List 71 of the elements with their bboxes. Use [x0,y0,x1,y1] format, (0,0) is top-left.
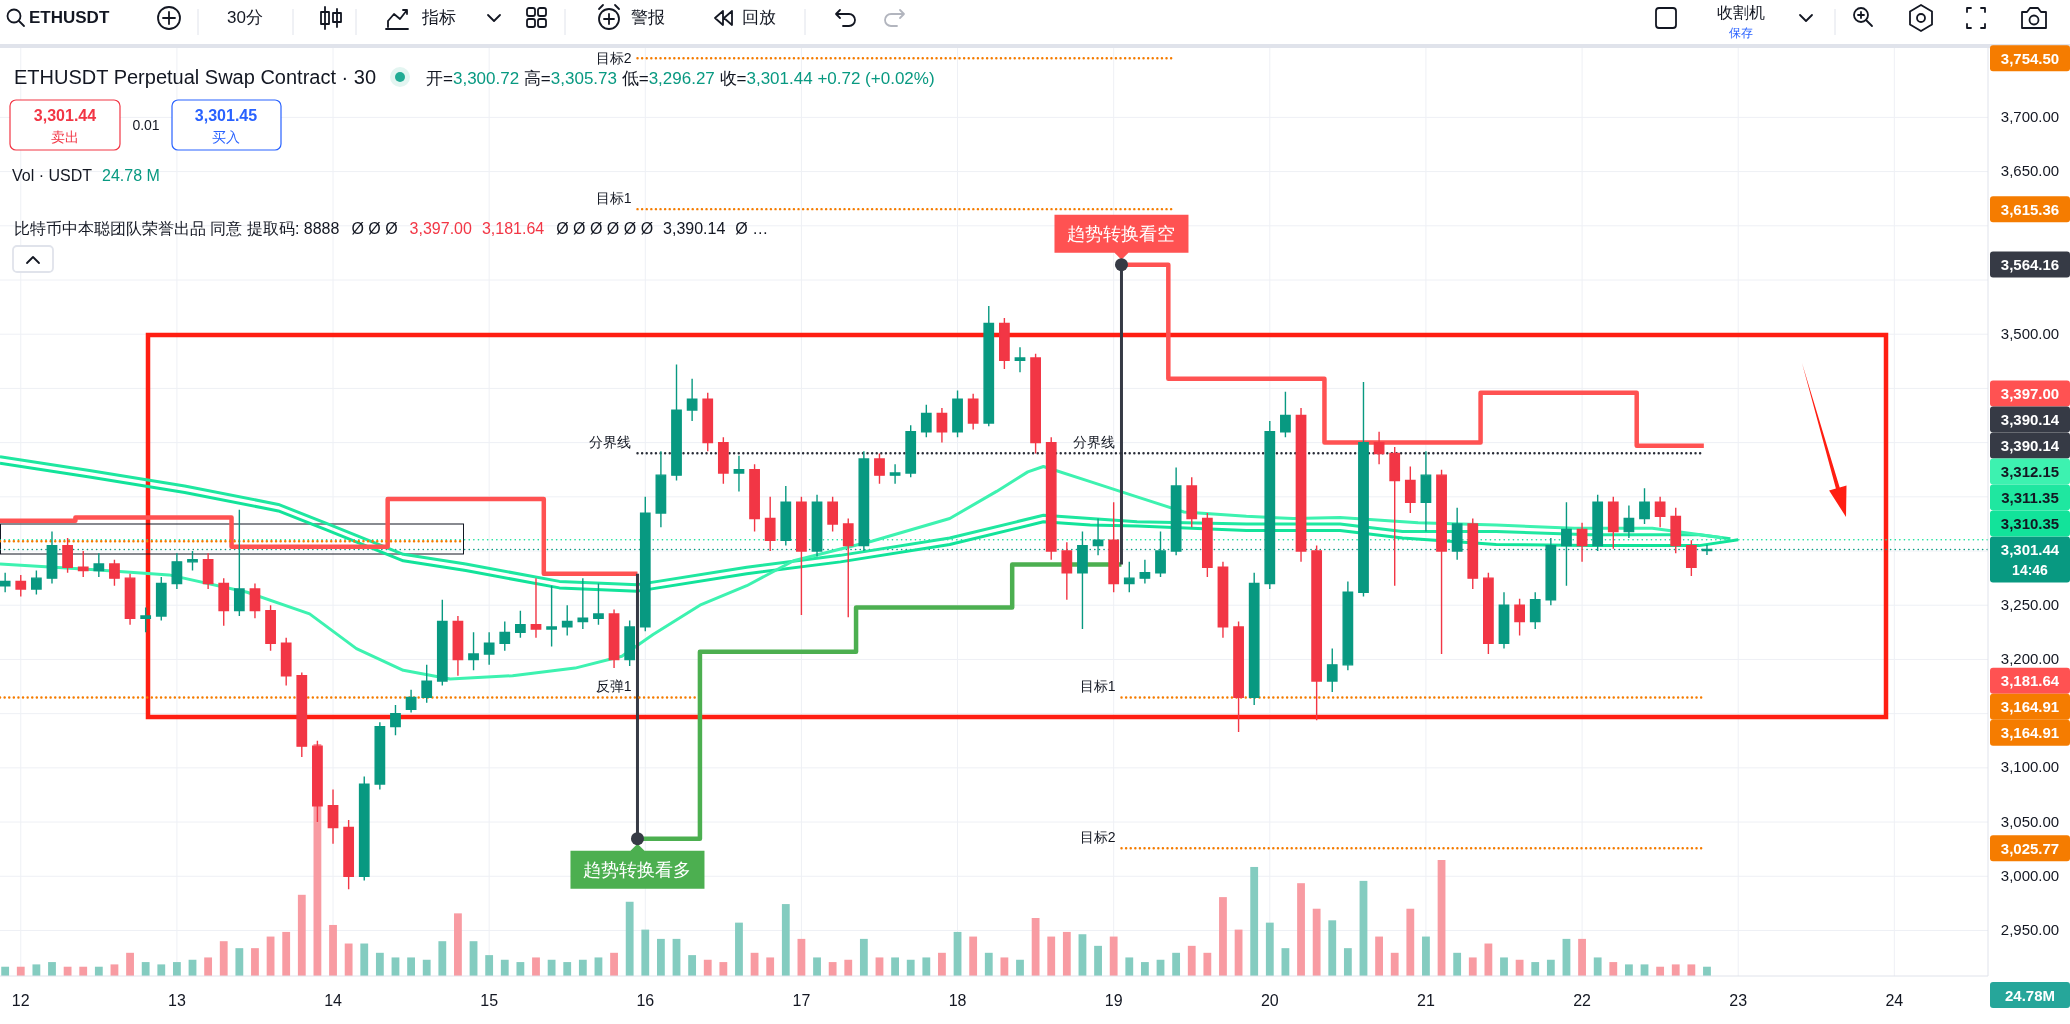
annotation: 3,397.00 [409,220,472,237]
annotation: 3,181.64 [481,220,545,237]
annotation: 卖出 [51,129,79,145]
annotation: 买入 [212,129,240,145]
annotation: 趋势转换看多 [583,859,692,880]
text: 开=3,300.72 高=3,305.73 低=3,296.27 收=3,301.44 +0.72 (+0.02%) [426,69,935,88]
text: 指标 [422,8,456,27]
price-tag: 3,564.16 [1990,251,2070,278]
annotation: 趋势转换看空 [1067,223,1176,244]
price-tag: 3,301.44 14:46 [1990,536,2070,583]
y-tick-label: 3,700.00 [2000,107,2060,125]
x-tick-label: 21 [1417,992,1435,1009]
price-tag: 3,164.91 [1990,719,2070,746]
price-tag: 3,312.15 [1990,458,2070,485]
x-tick-label: 22 [1573,992,1592,1009]
y-tick-label: 3,100.00 [2000,758,2060,776]
price-tag: 3,615.36 [1990,196,2070,223]
text: 30分 [227,8,263,27]
price-tag: 3,164.91 [1990,693,2070,720]
y-tick-label: 3,500.00 [2000,324,2060,342]
text: 保存 [1729,26,1753,40]
y-tick-label: 3,250.00 [2000,595,2060,613]
annotation: Ø Ø Ø [351,220,398,237]
annotation: 3,301.44 [33,107,97,124]
text: 警报 [631,8,665,27]
price-tag: 3,754.50 [1990,45,2070,72]
text: ETHUSDT [29,8,110,27]
x-tick-label: 17 [792,992,811,1009]
x-tick-label: 12 [11,992,30,1009]
x-tick-label: 19 [1104,992,1123,1009]
text: 回放 [742,8,776,27]
x-tick-label: 24 [1885,992,1904,1009]
price-tag: 24.78M [1990,982,2070,1008]
annotation: 分界线 [589,434,632,451]
annotation: Vol · USDT [12,167,93,184]
y-tick-label: 2,950.00 [2000,920,2060,938]
series-label: 反弹1 [595,678,632,695]
annotation: 24.78 M [102,167,160,184]
x-tick-label: 18 [948,992,967,1009]
series-label: 目标2 [595,50,632,67]
annotation: 比特币中本聪团队荣誉出品 同意 提取码: 8888 [14,220,340,237]
x-tick-label: 14 [324,992,343,1009]
price-tag: 3,390.14 [1990,406,2070,433]
y-tick-label: 3,000.00 [2000,866,2060,884]
price-tag: 3,025.77 [1990,835,2070,862]
annotation: Ø … [735,220,769,237]
y-tick-label: 3,200.00 [2000,649,2060,667]
price-tag: 3,397.00 [1990,380,2070,407]
ref-line-label: 3,301.44 [2000,540,2060,558]
series-label: 目标1 [595,190,632,207]
x-tick-label: 20 [1260,992,1279,1009]
price-tag: 3,181.64 [1990,667,2070,694]
series-label: 分界线 [1073,434,1116,451]
y-tick-label: 3,650.00 [2000,162,2060,180]
price-tag: 3,311.35 [1990,484,2070,511]
ref-line-label: 3,310.35 [2000,514,2060,532]
annotation: 0.01 [132,117,160,133]
x-tick-label: 16 [636,992,655,1009]
annotation: 3,301.45 [194,107,258,124]
x-tick-label: 13 [168,992,186,1009]
x-tick-label: 15 [480,992,499,1009]
text: 收割机 [1717,4,1765,21]
series-label: 目标2 [1079,829,1116,846]
chart-title: ETHUSDT Perpetual Swap Contract · 30 [14,66,377,88]
annotation: 3,390.14 [663,220,726,237]
series-label: 目标1 [1079,678,1116,695]
price-tag: 3,390.14 [1990,432,2070,459]
x-tick-label: 23 [1729,992,1748,1009]
price-tag: 3,310.35 [1990,510,2070,537]
annotation: Ø Ø Ø Ø Ø Ø [556,220,654,237]
y-tick-label: 3,050.00 [2000,812,2060,830]
